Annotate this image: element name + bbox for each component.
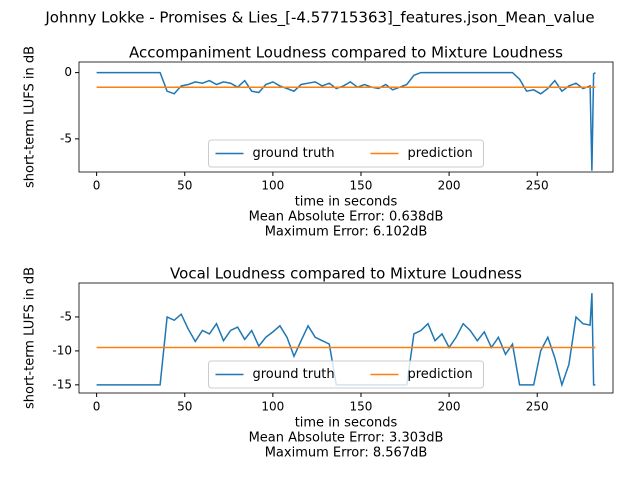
y-tick-label: -15	[52, 377, 72, 391]
x-axis-label: time in seconds	[295, 195, 398, 210]
axes-frame	[78, 282, 614, 394]
chart-title: Vocal Loudness compared to Mixture Loudn…	[170, 265, 522, 283]
x-tick-label: 250	[526, 400, 549, 414]
x-tick-label: 0	[93, 179, 101, 193]
legend-label: prediction	[408, 367, 473, 382]
y-tick-label: 0	[64, 65, 72, 79]
x-tick-label: 150	[350, 400, 373, 414]
y-tick-label: -10	[52, 343, 72, 357]
x-tick-label: 100	[261, 400, 284, 414]
legend-box	[208, 360, 484, 389]
annotation: Mean Absolute Error: 0.638dB	[249, 210, 444, 225]
y-tick-label: -5	[60, 309, 72, 323]
series-line	[96, 71, 596, 171]
legend-label: ground truth	[253, 367, 335, 382]
legend-box	[208, 139, 484, 168]
axes-frame	[78, 61, 614, 173]
figure-title: Johnny Lokke - Promises & Lies_[-4.57715…	[44, 9, 594, 28]
x-axis-label: time in seconds	[295, 416, 398, 431]
x-tick-label: 150	[350, 179, 373, 193]
legend-label: prediction	[408, 146, 473, 161]
x-tick-label: 200	[438, 400, 461, 414]
x-tick-label: 250	[526, 179, 549, 193]
annotation: Maximum Error: 8.567dB	[265, 446, 428, 461]
x-tick-label: 200	[438, 179, 461, 193]
x-tick-label: 0	[93, 400, 101, 414]
x-tick-label: 50	[177, 400, 192, 414]
y-tick-label: -5	[60, 131, 72, 145]
legend-label: ground truth	[253, 146, 335, 161]
annotation: Maximum Error: 6.102dB	[265, 225, 428, 240]
y-axis-label: short-term LUFS in dB	[23, 46, 38, 188]
chart-title: Accompaniment Loudness compared to Mixtu…	[129, 44, 563, 62]
x-tick-label: 100	[261, 179, 284, 193]
y-axis-label: short-term LUFS in dB	[23, 267, 38, 409]
x-tick-label: 50	[177, 179, 192, 193]
annotation: Mean Absolute Error: 3.303dB	[249, 431, 444, 446]
